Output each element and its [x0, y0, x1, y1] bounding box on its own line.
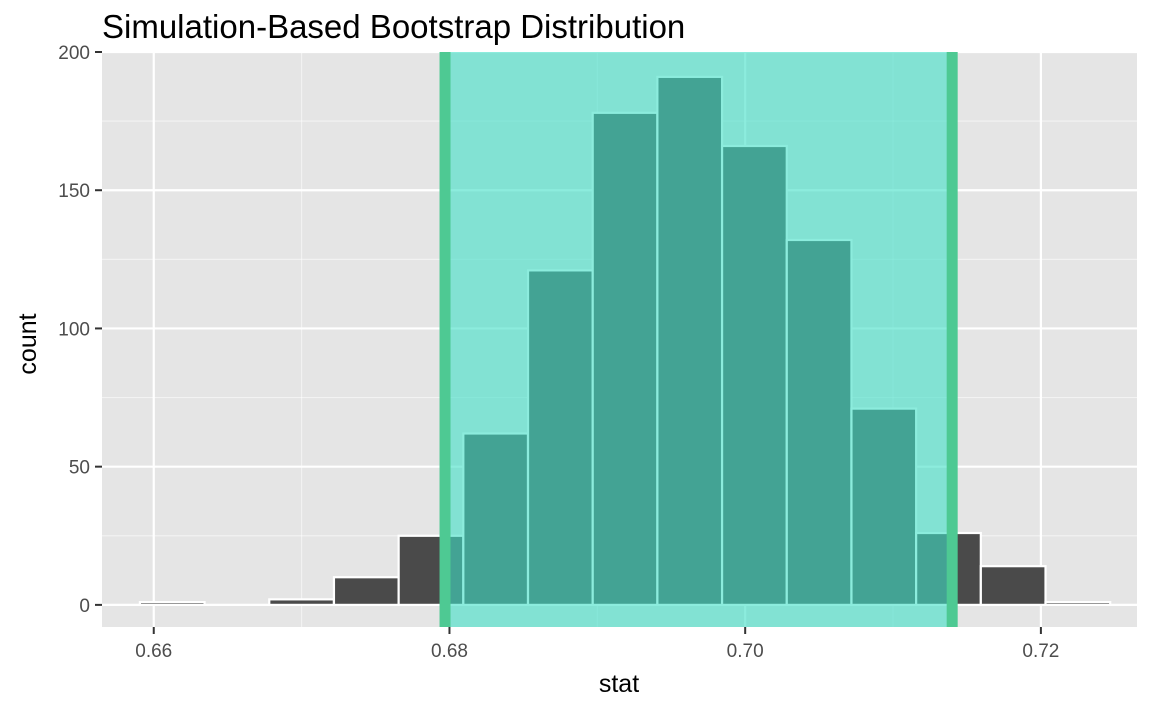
y-tick-label: 0: [79, 596, 90, 617]
histogram-bar: [979, 565, 1047, 606]
histogram-bar: [1044, 601, 1112, 606]
confidence-interval-shade: [445, 52, 953, 627]
histogram-bar: [332, 576, 400, 606]
y-tick-label: 150: [58, 181, 90, 202]
y-axis-title: count: [14, 313, 42, 374]
x-tick-label: 0.70: [727, 641, 764, 662]
y-tick-label: 100: [58, 319, 90, 340]
chart-title: Simulation-Based Bootstrap Distribution: [102, 8, 685, 45]
y-tick-label: 200: [58, 43, 90, 64]
x-tick-label: 0.68: [431, 641, 468, 662]
x-tick-label: 0.66: [135, 641, 172, 662]
x-tick-label: 0.72: [1022, 641, 1059, 662]
histogram-bar: [268, 598, 336, 606]
x-axis-title: stat: [599, 670, 639, 698]
y-tick-label: 50: [69, 458, 90, 479]
plot-area: 0.66 0.68 0.70 0.72 0 50 100 150 200: [58, 43, 1137, 662]
histogram-bar: [138, 601, 206, 606]
